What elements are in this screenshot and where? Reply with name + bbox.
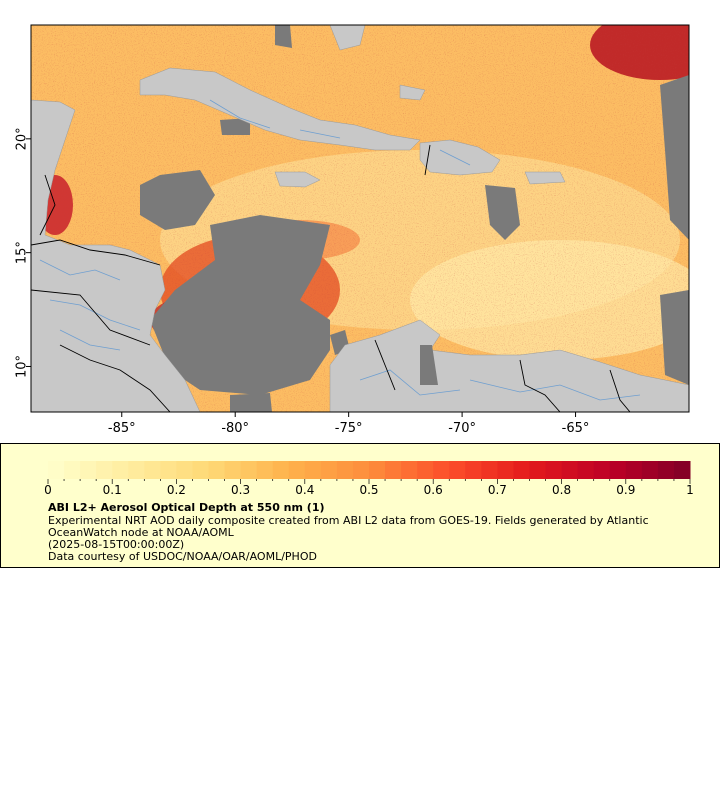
colorbar-segment <box>336 461 354 479</box>
y-axis: 20° 15° 10° <box>15 127 31 378</box>
colorbar-segment <box>128 461 145 479</box>
colorbar-tick-label: 0.8 <box>552 483 571 497</box>
colorbar-tick-label: 0.3 <box>231 483 250 497</box>
colorbar-segment <box>513 461 530 479</box>
y-tick-label: 15° <box>15 241 30 264</box>
colorbar-segment <box>545 461 563 479</box>
colorbar-tick-label: 0.7 <box>488 483 507 497</box>
colorbar-segment <box>465 461 482 479</box>
colorbar-segment <box>609 461 627 479</box>
x-tick-label: -65° <box>562 421 590 436</box>
colorbar-segment <box>641 461 659 479</box>
colorbar-segment <box>673 461 691 479</box>
colorbar-segment <box>112 461 129 479</box>
legend-credit: Data courtesy of USDOC/NOAA/OAR/AOML/PHO… <box>48 550 317 563</box>
x-tick-label: -80° <box>221 421 249 436</box>
colorbar-segment <box>288 461 306 479</box>
colorbar-tick-label: 0.5 <box>359 483 378 497</box>
no-data-mask <box>140 25 689 412</box>
map-frame <box>30 24 690 413</box>
colorbar-segment <box>224 461 242 479</box>
colorbar-segment <box>433 461 450 479</box>
colorbar-segment <box>64 461 81 479</box>
colorbar-segment <box>176 461 193 479</box>
land-mask <box>31 25 689 412</box>
colorbar-segment <box>80 461 97 479</box>
colorbar-segment <box>272 461 290 479</box>
colorbar-segment <box>304 461 322 479</box>
colorbar-tick-label: 0.6 <box>424 483 443 497</box>
aod-map[interactable]: -85° -80° -75° -70° -65° 20° 15° 10° <box>0 0 720 440</box>
colorbar-segment <box>144 461 161 479</box>
colorbar-segment <box>577 461 595 479</box>
legend-panel: 0 0.1 0.2 0.3 0.4 0.5 0.6 0.7 0.8 0.9 1 ABI L2+ Ae… <box>0 443 720 568</box>
colorbar-segment <box>320 461 338 479</box>
colorbar-tick-label: 0.4 <box>295 483 314 497</box>
borders <box>31 144 631 412</box>
colorbar-segment <box>192 461 209 479</box>
colorbar-segment <box>593 461 611 479</box>
colorbar-segment <box>625 461 643 479</box>
colorbar-segment <box>256 461 274 479</box>
colorbar-segment <box>401 461 418 479</box>
x-tick-label: -75° <box>335 421 363 436</box>
x-tick-label: -85° <box>108 421 136 436</box>
colorbar-segment <box>240 461 258 479</box>
colorbar-segment <box>481 461 498 479</box>
legend-description-line2: OceanWatch node at NOAA/AOML <box>48 526 234 539</box>
y-tick-label: 10° <box>15 355 30 378</box>
colorbar-tick-label: 0 <box>44 483 52 497</box>
colorbar-tick-label: 1 <box>686 483 694 497</box>
y-tick-label: 20° <box>15 127 30 150</box>
colorbar-segment <box>449 461 466 479</box>
colorbar-segment <box>352 461 370 479</box>
colorbar-segment <box>96 461 113 479</box>
colorbar-segment <box>369 461 386 479</box>
colorbar: 0 0.1 0.2 0.3 0.4 0.5 0.6 0.7 0.8 0.9 1 <box>44 461 694 497</box>
colorbar-segment <box>657 461 675 479</box>
colorbar-segment <box>529 461 547 479</box>
colorbar-segment <box>48 461 65 479</box>
colorbar-segment <box>561 461 579 479</box>
map-panel: -85° -80° -75° -70° -65° 20° 15° 10° <box>0 0 720 440</box>
legend-description-line1: Experimental NRT AOD daily composite cre… <box>48 514 649 527</box>
colorbar-segment <box>160 461 177 479</box>
colorbar-tick-label: 0.2 <box>167 483 186 497</box>
colorbar-segment <box>417 461 434 479</box>
colorbar-segment <box>497 461 514 479</box>
colorbar-segment <box>208 461 226 479</box>
legend-date: (2025-08-15T00:00:00Z) <box>48 538 185 551</box>
legend-title: ABI L2+ Aerosol Optical Depth at 550 nm … <box>48 501 325 514</box>
colorbar-segment <box>385 461 402 479</box>
x-tick-label: -70° <box>448 421 476 436</box>
x-axis: -85° -80° -75° -70° -65° <box>108 412 590 436</box>
colorbar-tick-label: 0.9 <box>616 483 635 497</box>
colorbar-tick-label: 0.1 <box>103 483 122 497</box>
